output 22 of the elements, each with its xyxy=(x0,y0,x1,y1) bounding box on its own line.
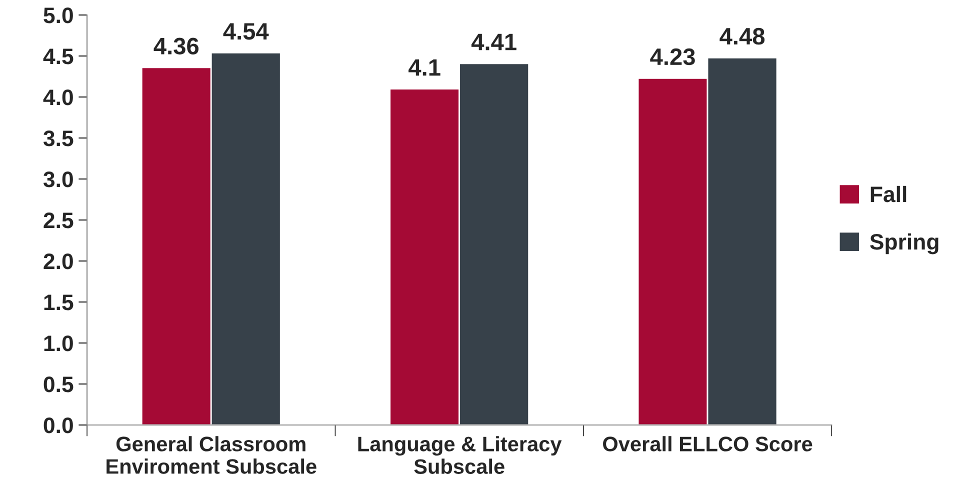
data-label: 4.1 xyxy=(408,59,440,76)
y-tick-label: 0.0 xyxy=(44,418,73,434)
x-tick-label: Overall ELLCO Score xyxy=(603,436,812,452)
y-tick-label: 2.0 xyxy=(44,254,73,270)
y-tick-label: 2.5 xyxy=(44,212,74,228)
legend-label: Fall xyxy=(870,186,906,202)
y-tick-label: 1.5 xyxy=(44,294,74,310)
y-tick-label: 5.0 xyxy=(44,8,73,24)
x-tick-label: Language & Literacy Subscale xyxy=(358,436,562,474)
y-tick-label: 4.5 xyxy=(43,48,74,64)
data-label: 4.54 xyxy=(223,23,269,40)
y-tick-label: 3.5 xyxy=(43,130,74,146)
data-label: 4.23 xyxy=(650,48,695,66)
legend-label: Spring xyxy=(870,233,938,254)
y-tick-label: 4.0 xyxy=(43,90,73,106)
y-tick-label: 3.0 xyxy=(43,172,73,188)
data-label: 4.48 xyxy=(720,28,765,45)
data-label: 4.41 xyxy=(471,34,516,50)
y-tick-label: 0.5 xyxy=(44,376,74,392)
x-tick-label: General Classroom Enviroment Subscale xyxy=(106,436,316,474)
data-label: 4.36 xyxy=(154,38,199,55)
y-tick-label: 1.0 xyxy=(44,336,73,352)
